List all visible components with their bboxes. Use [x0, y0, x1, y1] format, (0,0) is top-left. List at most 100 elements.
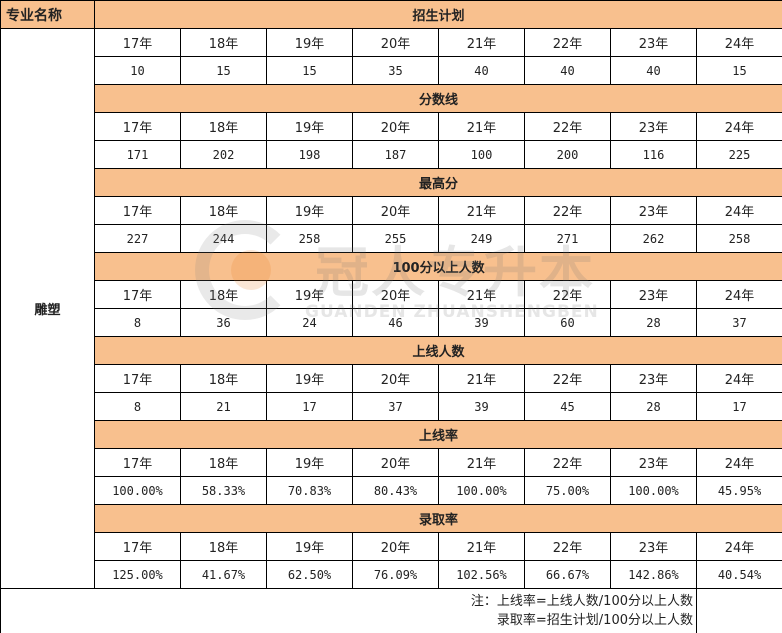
section-header-row: 100分以上人数	[1, 252, 782, 281]
year-cell: 23年	[610, 112, 697, 141]
year-cell: 22年	[524, 280, 611, 309]
value-cell: 102.56%	[438, 560, 525, 589]
value-cell: 58.33%	[180, 476, 267, 505]
value-cell: 45	[524, 392, 611, 421]
year-cell: 24年	[695, 196, 782, 225]
value-cell: 15	[695, 56, 782, 85]
year-cell: 21年	[438, 364, 525, 393]
year-cell: 19年	[266, 196, 353, 225]
value-cell: 40	[438, 56, 525, 85]
year-cell: 23年	[610, 532, 697, 561]
value-cell: 60	[524, 308, 611, 337]
value-row: 10 15 15 35 40 40 40 15	[1, 56, 782, 85]
value-cell: 28	[610, 392, 697, 421]
year-cell: 21年	[438, 532, 525, 561]
value-row: 8 21 17 37 39 45 28 17	[1, 392, 782, 421]
section-title: 上线率	[93, 420, 782, 449]
year-cell: 18年	[180, 532, 267, 561]
value-cell: 198	[266, 140, 353, 169]
major-column-header: 专业名称	[0, 0, 95, 29]
value-cell: 116	[610, 140, 697, 169]
year-cell: 22年	[524, 112, 611, 141]
year-cell: 22年	[524, 448, 611, 477]
section-title: 分数线	[93, 84, 782, 113]
year-cell: 24年	[695, 28, 782, 57]
year-cell: 17年	[94, 112, 181, 141]
value-cell: 39	[438, 392, 525, 421]
section-header-row: 专业名称 招生计划	[0, 0, 782, 29]
year-cell: 21年	[438, 112, 525, 141]
year-cell: 23年	[610, 28, 697, 57]
value-cell: 125.00%	[94, 560, 181, 589]
year-cell: 23年	[610, 196, 697, 225]
year-cell: 18年	[180, 112, 267, 141]
value-cell: 46	[352, 308, 439, 337]
year-cell: 24年	[695, 280, 782, 309]
value-cell: 271	[524, 224, 611, 253]
value-cell: 36	[180, 308, 267, 337]
year-cell: 17年	[94, 28, 181, 57]
year-row: 17年 18年 19年 20年 21年 22年 23年 24年	[1, 196, 782, 225]
year-cell: 18年	[180, 448, 267, 477]
value-cell: 249	[438, 224, 525, 253]
value-cell: 28	[610, 308, 697, 337]
year-cell: 17年	[94, 532, 181, 561]
value-cell: 15	[266, 56, 353, 85]
value-cell: 15	[180, 56, 267, 85]
value-cell: 40	[524, 56, 611, 85]
section-header-row: 分数线	[1, 84, 782, 113]
year-cell: 20年	[352, 28, 439, 57]
year-cell: 21年	[438, 448, 525, 477]
value-cell: 37	[352, 392, 439, 421]
year-cell: 22年	[524, 28, 611, 57]
value-cell: 37	[695, 308, 782, 337]
value-cell: 21	[180, 392, 267, 421]
value-cell: 35	[352, 56, 439, 85]
value-cell: 244	[180, 224, 267, 253]
year-cell: 19年	[266, 448, 353, 477]
value-cell: 187	[352, 140, 439, 169]
major-name: 雕塑	[0, 28, 95, 589]
value-cell: 24	[266, 308, 353, 337]
year-cell: 22年	[524, 532, 611, 561]
value-cell: 17	[695, 392, 782, 421]
year-cell: 19年	[266, 280, 353, 309]
value-cell: 225	[695, 140, 782, 169]
year-cell: 17年	[94, 196, 181, 225]
value-row: 171 202 198 187 100 200 116 225	[1, 140, 782, 169]
year-cell: 22年	[524, 196, 611, 225]
year-cell: 20年	[352, 280, 439, 309]
note-line-2: 录取率=招生计划/100分以上人数	[496, 613, 693, 628]
year-cell: 19年	[266, 364, 353, 393]
year-cell: 21年	[438, 280, 525, 309]
note-cell: 注：上线率=上线人数/100分以上人数录取率=招生计划/100分以上人数	[0, 588, 697, 633]
note-line-1: 注：上线率=上线人数/100分以上人数	[470, 594, 693, 609]
section-header-row: 上线人数	[1, 336, 782, 365]
value-cell: 100	[438, 140, 525, 169]
value-cell: 70.83%	[266, 476, 353, 505]
value-cell: 40.54%	[695, 560, 782, 589]
year-cell: 22年	[524, 364, 611, 393]
value-cell: 62.50%	[266, 560, 353, 589]
value-cell: 45.95%	[695, 476, 782, 505]
year-cell: 20年	[352, 112, 439, 141]
year-cell: 20年	[352, 364, 439, 393]
value-cell: 40	[610, 56, 697, 85]
value-cell: 75.00%	[524, 476, 611, 505]
section-title: 招生计划	[93, 0, 782, 29]
year-cell: 24年	[695, 448, 782, 477]
note-empty-cell	[695, 588, 782, 633]
value-cell: 100.00%	[94, 476, 181, 505]
value-cell: 142.86%	[610, 560, 697, 589]
year-cell: 21年	[438, 196, 525, 225]
section-header-row: 录取率	[1, 504, 782, 533]
value-cell: 8	[94, 308, 181, 337]
value-cell: 66.67%	[524, 560, 611, 589]
year-row: 17年 18年 19年 20年 21年 22年 23年 24年	[1, 448, 782, 477]
section-header-row: 上线率	[1, 420, 782, 449]
value-cell: 39	[438, 308, 525, 337]
year-cell: 23年	[610, 280, 697, 309]
value-cell: 76.09%	[352, 560, 439, 589]
